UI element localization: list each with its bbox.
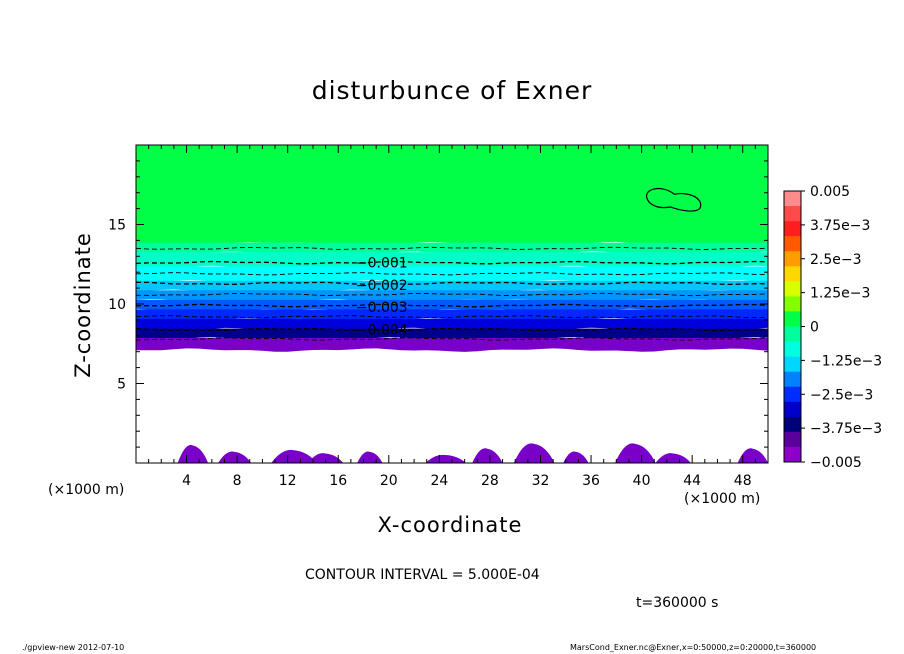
colorbar-band: [784, 341, 801, 357]
filled-layer: [136, 145, 768, 246]
ground-blob: [563, 451, 589, 463]
ground-blob: [615, 443, 656, 463]
colorbar-band: [784, 251, 801, 267]
colorbar-band: [784, 311, 801, 327]
contour-interval-label: CONTOUR INTERVAL = 5.000E-04: [305, 567, 540, 583]
ground-blob: [737, 448, 768, 463]
contour-line: [136, 315, 768, 319]
colorbar-band: [784, 281, 801, 297]
contour-label: −0.004: [356, 322, 408, 338]
filled-layer: [136, 309, 768, 322]
x-tick-label: 40: [633, 473, 651, 489]
ground-blob: [357, 451, 383, 463]
filled-layer: [136, 328, 768, 341]
footer-right: MarsCond_Exner.nc@Exner,x=0:50000,z=0:20…: [570, 643, 817, 652]
colorbar-band: [784, 446, 801, 463]
contour-line: [136, 260, 768, 265]
colorbar-band: [784, 236, 801, 252]
closed-contour: [646, 187, 702, 212]
x-tick-label: 44: [683, 473, 701, 489]
ground-blob: [307, 453, 344, 463]
x-tick-label: 32: [532, 473, 550, 489]
ground-blob: [425, 454, 466, 463]
contour-line: [136, 303, 768, 308]
ground-blob: [271, 449, 317, 463]
ground-blob: [472, 448, 503, 463]
colorbar-label: −3.75e−3: [810, 421, 882, 437]
x-tick-label: 36: [582, 473, 600, 489]
colorbar-band: [784, 191, 801, 207]
filled-layer: [136, 337, 768, 352]
colorbar-band: [784, 296, 801, 312]
ground-blob: [177, 445, 209, 463]
filled-layer: [136, 252, 768, 270]
ground-blob: [218, 451, 252, 463]
chart-title: disturbunce of Exner: [311, 76, 593, 105]
contour-label: −0.003: [356, 300, 408, 316]
contour-line: [136, 272, 768, 276]
x-tick-label: 8: [233, 473, 242, 489]
x-tick-label: 16: [329, 473, 347, 489]
colorbar-band: [784, 221, 801, 237]
colorbar-label: −2.5e−3: [810, 387, 873, 403]
colorbar-band: [784, 356, 801, 372]
y-tick-label: 5: [117, 377, 126, 393]
x-tick-label: 4: [182, 473, 191, 489]
colorbar-label: −1.25e−3: [810, 353, 882, 369]
x-tick-label: 20: [380, 473, 398, 489]
colorbar-label: 0.005: [810, 184, 850, 200]
colorbar-label: 2.5e−3: [810, 252, 862, 268]
colorbar-band: [784, 371, 801, 388]
x-tick-label: 28: [481, 473, 499, 489]
colorbar-band: [784, 206, 801, 222]
ground-blob: [513, 443, 555, 463]
x-tick-label: 12: [279, 473, 297, 489]
colorbar-band: [784, 266, 801, 282]
time-label: t=360000 s: [636, 595, 719, 611]
colorbar-label: 1.25e−3: [810, 286, 870, 302]
colorbar-label: −0.005: [810, 455, 862, 471]
contour-line: [136, 337, 768, 341]
colorbar-label: 3.75e−3: [810, 218, 870, 234]
contour-line: [136, 292, 768, 297]
y-tick-label: 10: [108, 297, 126, 313]
filled-layer: [136, 242, 768, 255]
x-axis-label: X-coordinate: [377, 513, 523, 537]
x-scale-label-right: (×1000 m): [684, 491, 761, 507]
colorbar-band: [784, 401, 801, 418]
contour-line: [136, 327, 768, 332]
colorbar-label: 0: [810, 320, 819, 336]
contour-line: [136, 281, 768, 286]
contour-label: −0.002: [356, 278, 408, 294]
footer-left: ./gpview-new 2012-07-10: [22, 643, 125, 652]
plot-area: −0.001 −0.002 −0.003 −0.004: [136, 145, 768, 463]
colorbar-band: [784, 416, 801, 433]
colorbar-band: [784, 431, 801, 448]
filled-layer: [136, 318, 768, 332]
contour-label: −0.001: [356, 256, 408, 272]
x-tick-label: 48: [734, 473, 752, 489]
colorbar-band: [784, 326, 801, 342]
x-tick-label: 24: [430, 473, 448, 489]
ground-blob: [655, 453, 691, 463]
y-tick-label: 15: [108, 218, 126, 234]
x-scale-label-left: (×1000 m): [48, 482, 125, 498]
contour-line: [136, 246, 768, 250]
colorbar-band: [784, 386, 801, 403]
